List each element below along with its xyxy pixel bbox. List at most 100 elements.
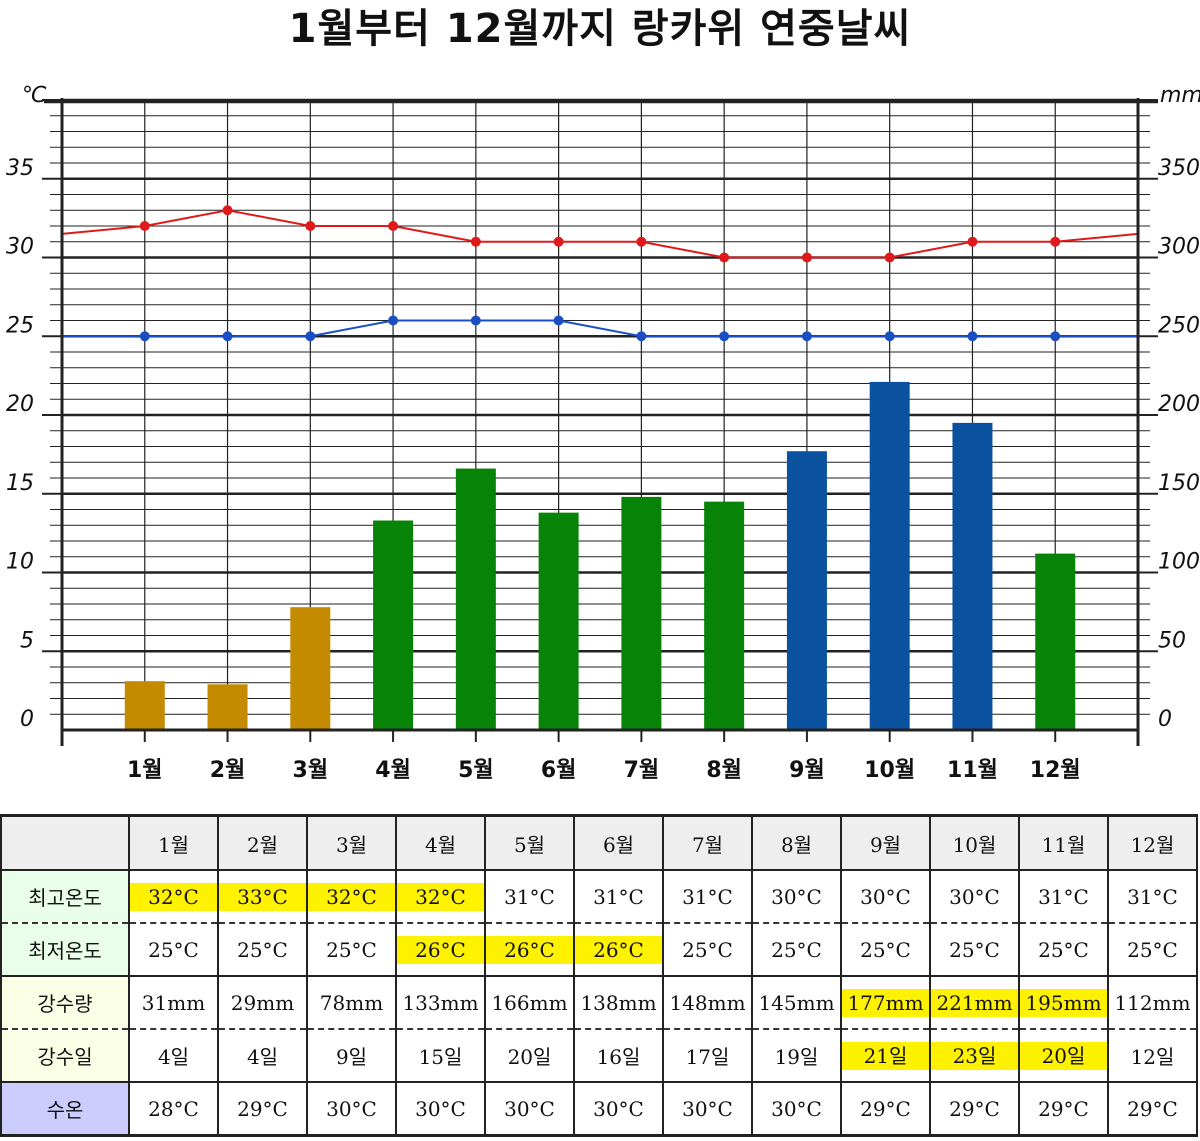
rain-bar — [207, 684, 248, 730]
left-tick-label: 35 — [6, 156, 34, 181]
table-cell: 28°C — [128, 1082, 219, 1137]
table-cell: 145mm — [751, 976, 842, 1030]
table-month-header: 10월 — [929, 814, 1020, 871]
table-cell: 4일 — [128, 1029, 219, 1083]
table-cell: 31mm — [128, 976, 219, 1030]
low-temp-point — [305, 331, 316, 342]
cell-value: 30°C — [504, 1096, 555, 1121]
high-temp-point — [388, 221, 399, 231]
cell-value: 28°C — [148, 1096, 199, 1121]
table-cell: 30°C — [484, 1082, 575, 1137]
high-temp-point — [305, 221, 316, 231]
low-temp-line — [62, 319, 1138, 338]
right-tick-label: 50 — [1158, 628, 1186, 653]
rain-bar — [704, 501, 745, 730]
cell-value: 4일 — [246, 1045, 279, 1069]
cell-value: 148mm — [669, 990, 746, 1015]
cell-value: 31°C — [1127, 884, 1178, 909]
row-label: 수온 — [0, 1082, 130, 1137]
table-cell: 29°C — [217, 1082, 308, 1137]
table-cell: 195mm — [1018, 976, 1109, 1030]
cell-value: 30°C — [326, 1096, 377, 1121]
cell-value: 25°C — [682, 937, 733, 962]
high-temp-point — [884, 252, 895, 263]
table-cell: 25°C — [751, 923, 842, 977]
left-tick-label: 30 — [6, 235, 34, 260]
month-label: 3월 — [293, 758, 329, 783]
cell-value: 4일 — [157, 1045, 190, 1069]
high-temp-point — [636, 236, 647, 247]
table-cell: 17일 — [662, 1029, 753, 1083]
table-cell: 25°C — [662, 923, 753, 977]
table-cell: 29°C — [1107, 1082, 1198, 1137]
high-temp-line — [61, 209, 1139, 259]
low-temp-point — [139, 331, 150, 342]
cell-value: 30°C — [860, 884, 911, 909]
low-temp-point — [1050, 331, 1061, 342]
table-header-row: 1월 2월 3월 4월 5월 6월 7월 8월 9월 10월 11월 12월 — [0, 814, 1198, 871]
table-row: 수온 28°C 29°C 30°C 30°C 30°C 30°C 30°C 30°C 29°C 29… — [0, 1082, 1198, 1137]
low-temp-point — [222, 331, 233, 342]
cell-value: 21일 — [843, 1041, 928, 1070]
rain-bar — [373, 520, 414, 730]
rain-bar — [290, 607, 331, 730]
cell-value: 15일 — [418, 1045, 463, 1069]
cell-value: 16일 — [596, 1045, 641, 1069]
cell-value: 26°C — [487, 935, 572, 964]
cell-value: 23일 — [932, 1041, 1017, 1070]
cell-value: 30°C — [771, 884, 822, 909]
right-unit-label: mm — [1160, 83, 1200, 108]
table-month-header: 4월 — [395, 814, 486, 871]
table-month-header: 8월 — [751, 814, 842, 871]
table-month-header: 11월 — [1018, 814, 1109, 871]
table-month-header: 5월 — [484, 814, 575, 871]
table-cell: 26°C — [484, 923, 575, 977]
table-cell: 26°C — [395, 923, 486, 977]
cell-value: 26°C — [398, 935, 483, 964]
cell-value: 112mm — [1114, 990, 1191, 1015]
cell-value: 30°C — [682, 1096, 733, 1121]
cell-value: 31°C — [593, 884, 644, 909]
table-corner — [0, 814, 130, 871]
table-row: 강수량 31mm 29mm 78mm 133mm 166mm 138mm 148mm 145mm… — [0, 976, 1198, 1030]
cell-value: 31°C — [504, 884, 555, 909]
table-cell: 29mm — [217, 976, 308, 1030]
table-cell: 177mm — [840, 976, 931, 1030]
high-temp-point — [470, 236, 481, 247]
table-body: 최고온도 32°C 33°C 32°C 32°C 31°C 31°C 31°C 30°C 30°C… — [0, 870, 1198, 1137]
climate-table: 1월 2월 3월 4월 5월 6월 7월 8월 9월 10월 11월 12월 최고온도 32°C 33°C… — [0, 814, 1198, 1137]
cell-value: 20일 — [1021, 1041, 1106, 1070]
cell-value: 29°C — [237, 1096, 288, 1121]
row-label: 최저온도 — [0, 923, 130, 977]
table-cell: 25°C — [1107, 923, 1198, 977]
cell-value: 138mm — [580, 990, 657, 1015]
rain-bars — [124, 381, 1076, 730]
month-label: 1월 — [127, 758, 163, 783]
month-label: 5월 — [458, 758, 494, 783]
table-cell: 12일 — [1107, 1029, 1198, 1083]
cell-value: 25°C — [1127, 937, 1178, 962]
table-cell: 30°C — [751, 870, 842, 924]
cell-value: 31°C — [1038, 884, 1089, 909]
cell-value: 25°C — [326, 937, 377, 962]
rain-bar — [124, 681, 165, 730]
cell-value: 25°C — [860, 937, 911, 962]
rain-bar — [621, 496, 662, 730]
cell-value: 30°C — [415, 1096, 466, 1121]
right-tick-label: 300 — [1158, 235, 1200, 260]
right-tick-label: 0 — [1158, 707, 1172, 732]
table-cell: 31°C — [1107, 870, 1198, 924]
cell-value: 25°C — [1038, 937, 1089, 962]
table-row: 최고온도 32°C 33°C 32°C 32°C 31°C 31°C 31°C 30°C 30°C… — [0, 870, 1198, 924]
table-month-header: 12월 — [1107, 814, 1198, 871]
cell-value: 33°C — [220, 882, 305, 911]
table-cell: 9일 — [306, 1029, 397, 1083]
cell-value: 30°C — [949, 884, 1000, 909]
cell-value: 31°C — [682, 884, 733, 909]
cell-value: 17일 — [685, 1045, 730, 1069]
table-cell: 32°C — [128, 870, 219, 924]
cell-value: 30°C — [593, 1096, 644, 1121]
table-cell: 29°C — [840, 1082, 931, 1137]
low-temp-point — [388, 315, 399, 326]
